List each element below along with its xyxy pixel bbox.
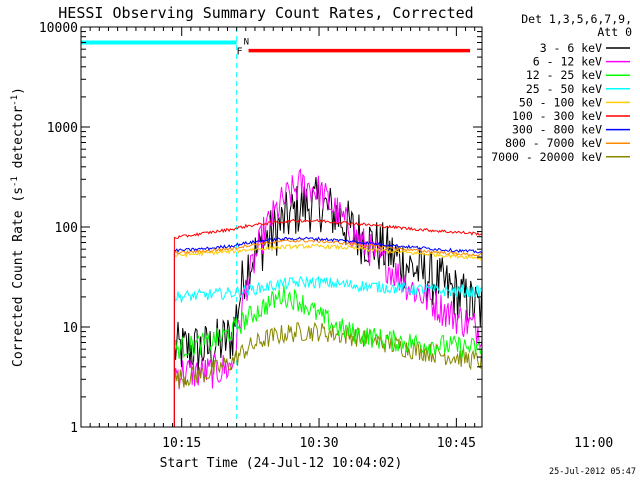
legend-entry-label: 25 - 50 keV [526,82,602,96]
series-line [173,168,482,427]
legend-entry-label: 50 - 100 keV [519,95,602,109]
series-line [173,218,482,427]
legend-header-detectors: Det 1,3,5,6,7,9, [521,12,632,26]
legend-entry-label: 100 - 300 keV [512,109,602,123]
chart-title: HESSI Observing Summary Count Rates, Cor… [58,4,473,22]
legend-entry-label: 12 - 25 keV [526,68,602,82]
y-axis-label: Corrected Count Rate (s-1 detector-1) [10,87,26,367]
y-tick-label: 100 [55,221,78,236]
x-axis-label: Start Time (24-Jul-12 10:04:02) [160,456,403,471]
plot-frame [80,26,483,428]
y-axis: 1 10 100 1000 10000 [39,21,482,436]
series-line [173,176,482,427]
legend-entry-label: 3 - 6 keV [540,41,602,55]
legend-entry-label: 800 - 7000 keV [505,136,602,150]
series-line [173,285,482,427]
x-tick-label: 11:00 [574,436,613,451]
night-flag-label: N [244,37,249,47]
x-tick-label: 10:45 [437,436,476,451]
y-tick-label: 1 [70,421,78,436]
y-tick-label: 10000 [39,21,78,36]
x-tick-label: 10:15 [162,436,201,451]
legend-entry-label: 7000 - 20000 keV [491,150,602,164]
series-line [173,236,482,427]
y-tick-label: 1000 [47,121,78,136]
legend-header-attenuator: Att 0 [597,25,632,39]
series-line [173,243,482,427]
y-tick-label: 10 [62,321,78,336]
series-line [173,275,482,427]
footer-timestamp: 25-Jul-2012 05:47 [549,467,636,477]
flare-flag-label: F [237,47,243,58]
legend-entry-label: 6 - 12 keV [533,55,602,69]
legend-entry-label: 300 - 800 keV [512,123,602,137]
x-tick-label: 10:30 [299,436,338,451]
series-line [173,321,482,427]
